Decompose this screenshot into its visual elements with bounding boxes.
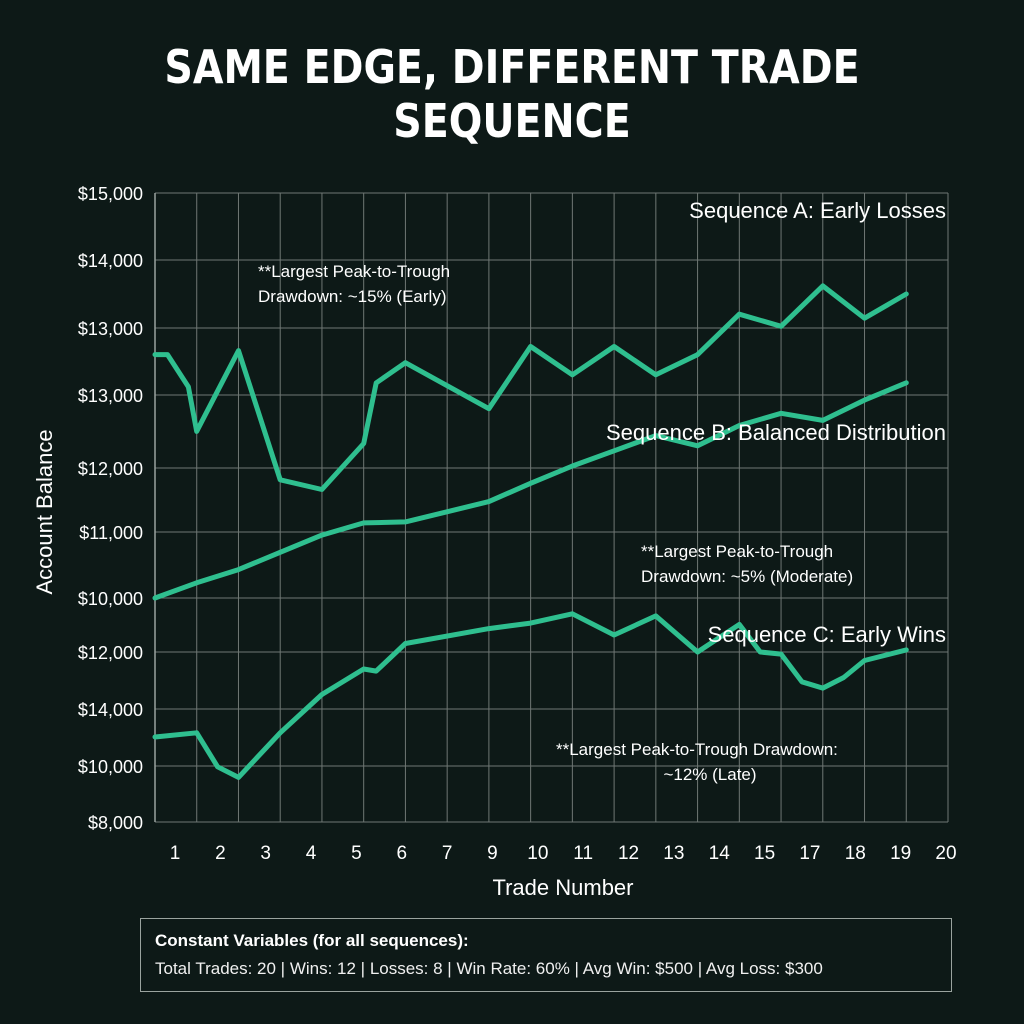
x-tick-label: 19	[890, 843, 911, 864]
y-tick-label: $8,000	[88, 813, 143, 833]
series-label: Sequence A: Early Losses	[689, 198, 946, 223]
x-tick-label: 3	[260, 843, 271, 864]
annotation-text: ~12% (Late)	[663, 765, 756, 784]
y-tick-label: $11,000	[79, 523, 143, 543]
y-tick-label: $14,000	[78, 700, 143, 720]
annotation-text: **Largest Peak-to-Trough Drawdown:	[556, 740, 838, 759]
annotation-text: Drawdown: ~5% (Moderate)	[641, 567, 853, 586]
series-line	[152, 283, 909, 492]
line-chart: $15,000 $14,000 $13,000 $13,000 Sequence A: …	[32, 184, 957, 900]
y-tick-label: $12,000	[78, 643, 143, 663]
y-tick-label: $12,000	[78, 459, 143, 479]
x-tick-label: 13	[663, 843, 684, 864]
x-tick-label: 17	[799, 843, 820, 864]
chart-title: SAME EDGE, DIFFERENT TRADE SEQUENCE	[164, 40, 860, 148]
x-tick-label: 15	[754, 843, 775, 864]
y-tick-label: $14,000	[78, 251, 143, 271]
series-line	[152, 611, 909, 780]
x-tick-label: 1	[170, 843, 181, 864]
series-line	[152, 380, 909, 601]
x-tick-label: 10	[527, 843, 548, 864]
annotation-text: **Largest Peak-to-Trough	[258, 262, 450, 281]
x-tick-label: 5	[351, 843, 362, 864]
x-tick-label: 12	[618, 843, 639, 864]
x-tick-label: 20	[935, 843, 956, 864]
x-tick-label: 11	[573, 843, 593, 864]
x-tick-label: 7	[442, 843, 453, 864]
x-tick-label: 14	[709, 843, 731, 864]
x-tick-label: 18	[845, 843, 866, 864]
x-tick-label: 2	[215, 843, 226, 864]
y-axis-label: Account Balance	[32, 429, 57, 594]
y-tick-label: $13,000	[78, 386, 143, 406]
x-tick-label: 6	[396, 843, 407, 864]
x-axis-label: Trade Number	[492, 875, 633, 900]
series-label: Sequence B: Balanced Distribution	[606, 420, 946, 445]
constants-heading: Constant Variables (for all sequences):	[155, 931, 469, 950]
x-tick-label: 4	[306, 843, 317, 864]
constants-text: Total Trades: 20 | Wins: 12 | Losses: 8 …	[155, 959, 823, 978]
annotation-text: **Largest Peak-to-Trough	[641, 542, 833, 561]
y-tick-label: $10,000	[78, 589, 143, 609]
y-tick-label: $13,000	[78, 319, 143, 339]
series-label: Sequence C: Early Wins	[708, 622, 946, 647]
y-tick-label: $10,000	[78, 757, 143, 777]
annotation-text: Drawdown: ~15% (Early)	[258, 287, 447, 306]
x-tick-label: 9	[487, 843, 498, 864]
constants-box: Constant Variables (for all sequences): …	[140, 918, 952, 992]
y-tick-label: $15,000	[78, 184, 143, 204]
